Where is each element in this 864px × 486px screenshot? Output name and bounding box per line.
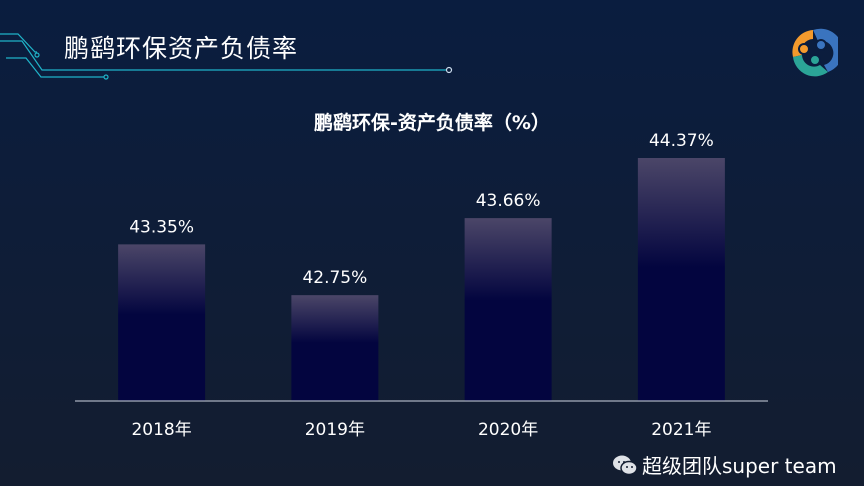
watermark-text: 超级团队super team bbox=[642, 454, 837, 478]
x-tick-label: 2019年 bbox=[305, 420, 365, 440]
page-title: 鹏鹞环保资产负债率 bbox=[64, 34, 299, 63]
watermark: 超级团队super team bbox=[612, 452, 837, 480]
data-label: 42.75% bbox=[302, 268, 367, 288]
chart-title: 鹏鹞环保-资产负债率（%） bbox=[314, 112, 550, 134]
bar-2020年 bbox=[464, 218, 552, 401]
bar-2021年 bbox=[637, 158, 725, 401]
x-tick-label: 2021年 bbox=[651, 420, 711, 440]
x-tick-label: 2020年 bbox=[478, 420, 538, 440]
bar-2019年 bbox=[291, 295, 379, 401]
circuit-line-decoration bbox=[0, 33, 453, 80]
x-tick-label: 2018年 bbox=[131, 420, 191, 440]
data-label: 44.37% bbox=[649, 131, 714, 151]
wechat-icon bbox=[613, 455, 638, 476]
data-label: 43.35% bbox=[129, 217, 194, 237]
team-logo bbox=[792, 28, 838, 77]
data-label: 43.66% bbox=[476, 191, 541, 211]
bar-2018年 bbox=[118, 244, 206, 401]
